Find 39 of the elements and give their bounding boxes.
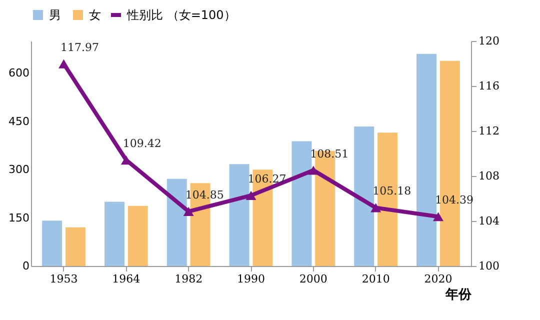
bar bbox=[42, 220, 62, 266]
x-tick-label: 1964 bbox=[112, 272, 140, 286]
point bbox=[246, 190, 256, 200]
y2-tick-label: 120 bbox=[478, 34, 500, 48]
y2-tick-label: 104 bbox=[478, 214, 500, 228]
y-tick-label: 600 bbox=[8, 66, 30, 80]
x-tick-label: 1990 bbox=[237, 272, 265, 286]
point bbox=[58, 59, 70, 68]
bar bbox=[166, 178, 187, 266]
legend-label: 女 bbox=[89, 8, 101, 22]
bar bbox=[416, 54, 437, 266]
x-tick-label: 2000 bbox=[299, 272, 328, 286]
y-tick-label: 300 bbox=[8, 163, 30, 176]
x-tick-label: 1982 bbox=[174, 272, 203, 286]
bar bbox=[128, 206, 148, 266]
point bbox=[370, 203, 382, 212]
y-tick-label: 450 bbox=[8, 114, 30, 128]
bar bbox=[292, 141, 312, 266]
bar bbox=[104, 202, 124, 266]
bar bbox=[229, 164, 250, 266]
y2-tick-label: 108 bbox=[478, 170, 500, 182]
data-label: 117.97 bbox=[60, 40, 100, 54]
x-tick-label: 1953 bbox=[50, 272, 78, 286]
x-tick-label: 2020 bbox=[424, 272, 452, 286]
bar bbox=[65, 227, 86, 266]
bar bbox=[354, 126, 374, 266]
legend-label: 性别比 （女=100） bbox=[126, 8, 236, 22]
x-axis-title: 年份 bbox=[444, 288, 472, 302]
point bbox=[183, 206, 194, 216]
y2-tick-label: 116 bbox=[478, 80, 500, 92]
point bbox=[308, 166, 319, 175]
point bbox=[432, 212, 444, 222]
y-tick-label: 150 bbox=[8, 211, 30, 224]
x-tick-label: 2010 bbox=[362, 272, 390, 286]
legend-label: 男 bbox=[49, 8, 61, 22]
data-label: 109.42 bbox=[122, 137, 162, 150]
y2-tick-label: 100 bbox=[478, 260, 500, 272]
y2-tick-label: 112 bbox=[478, 124, 500, 138]
y-tick-label: 0 bbox=[22, 260, 30, 272]
